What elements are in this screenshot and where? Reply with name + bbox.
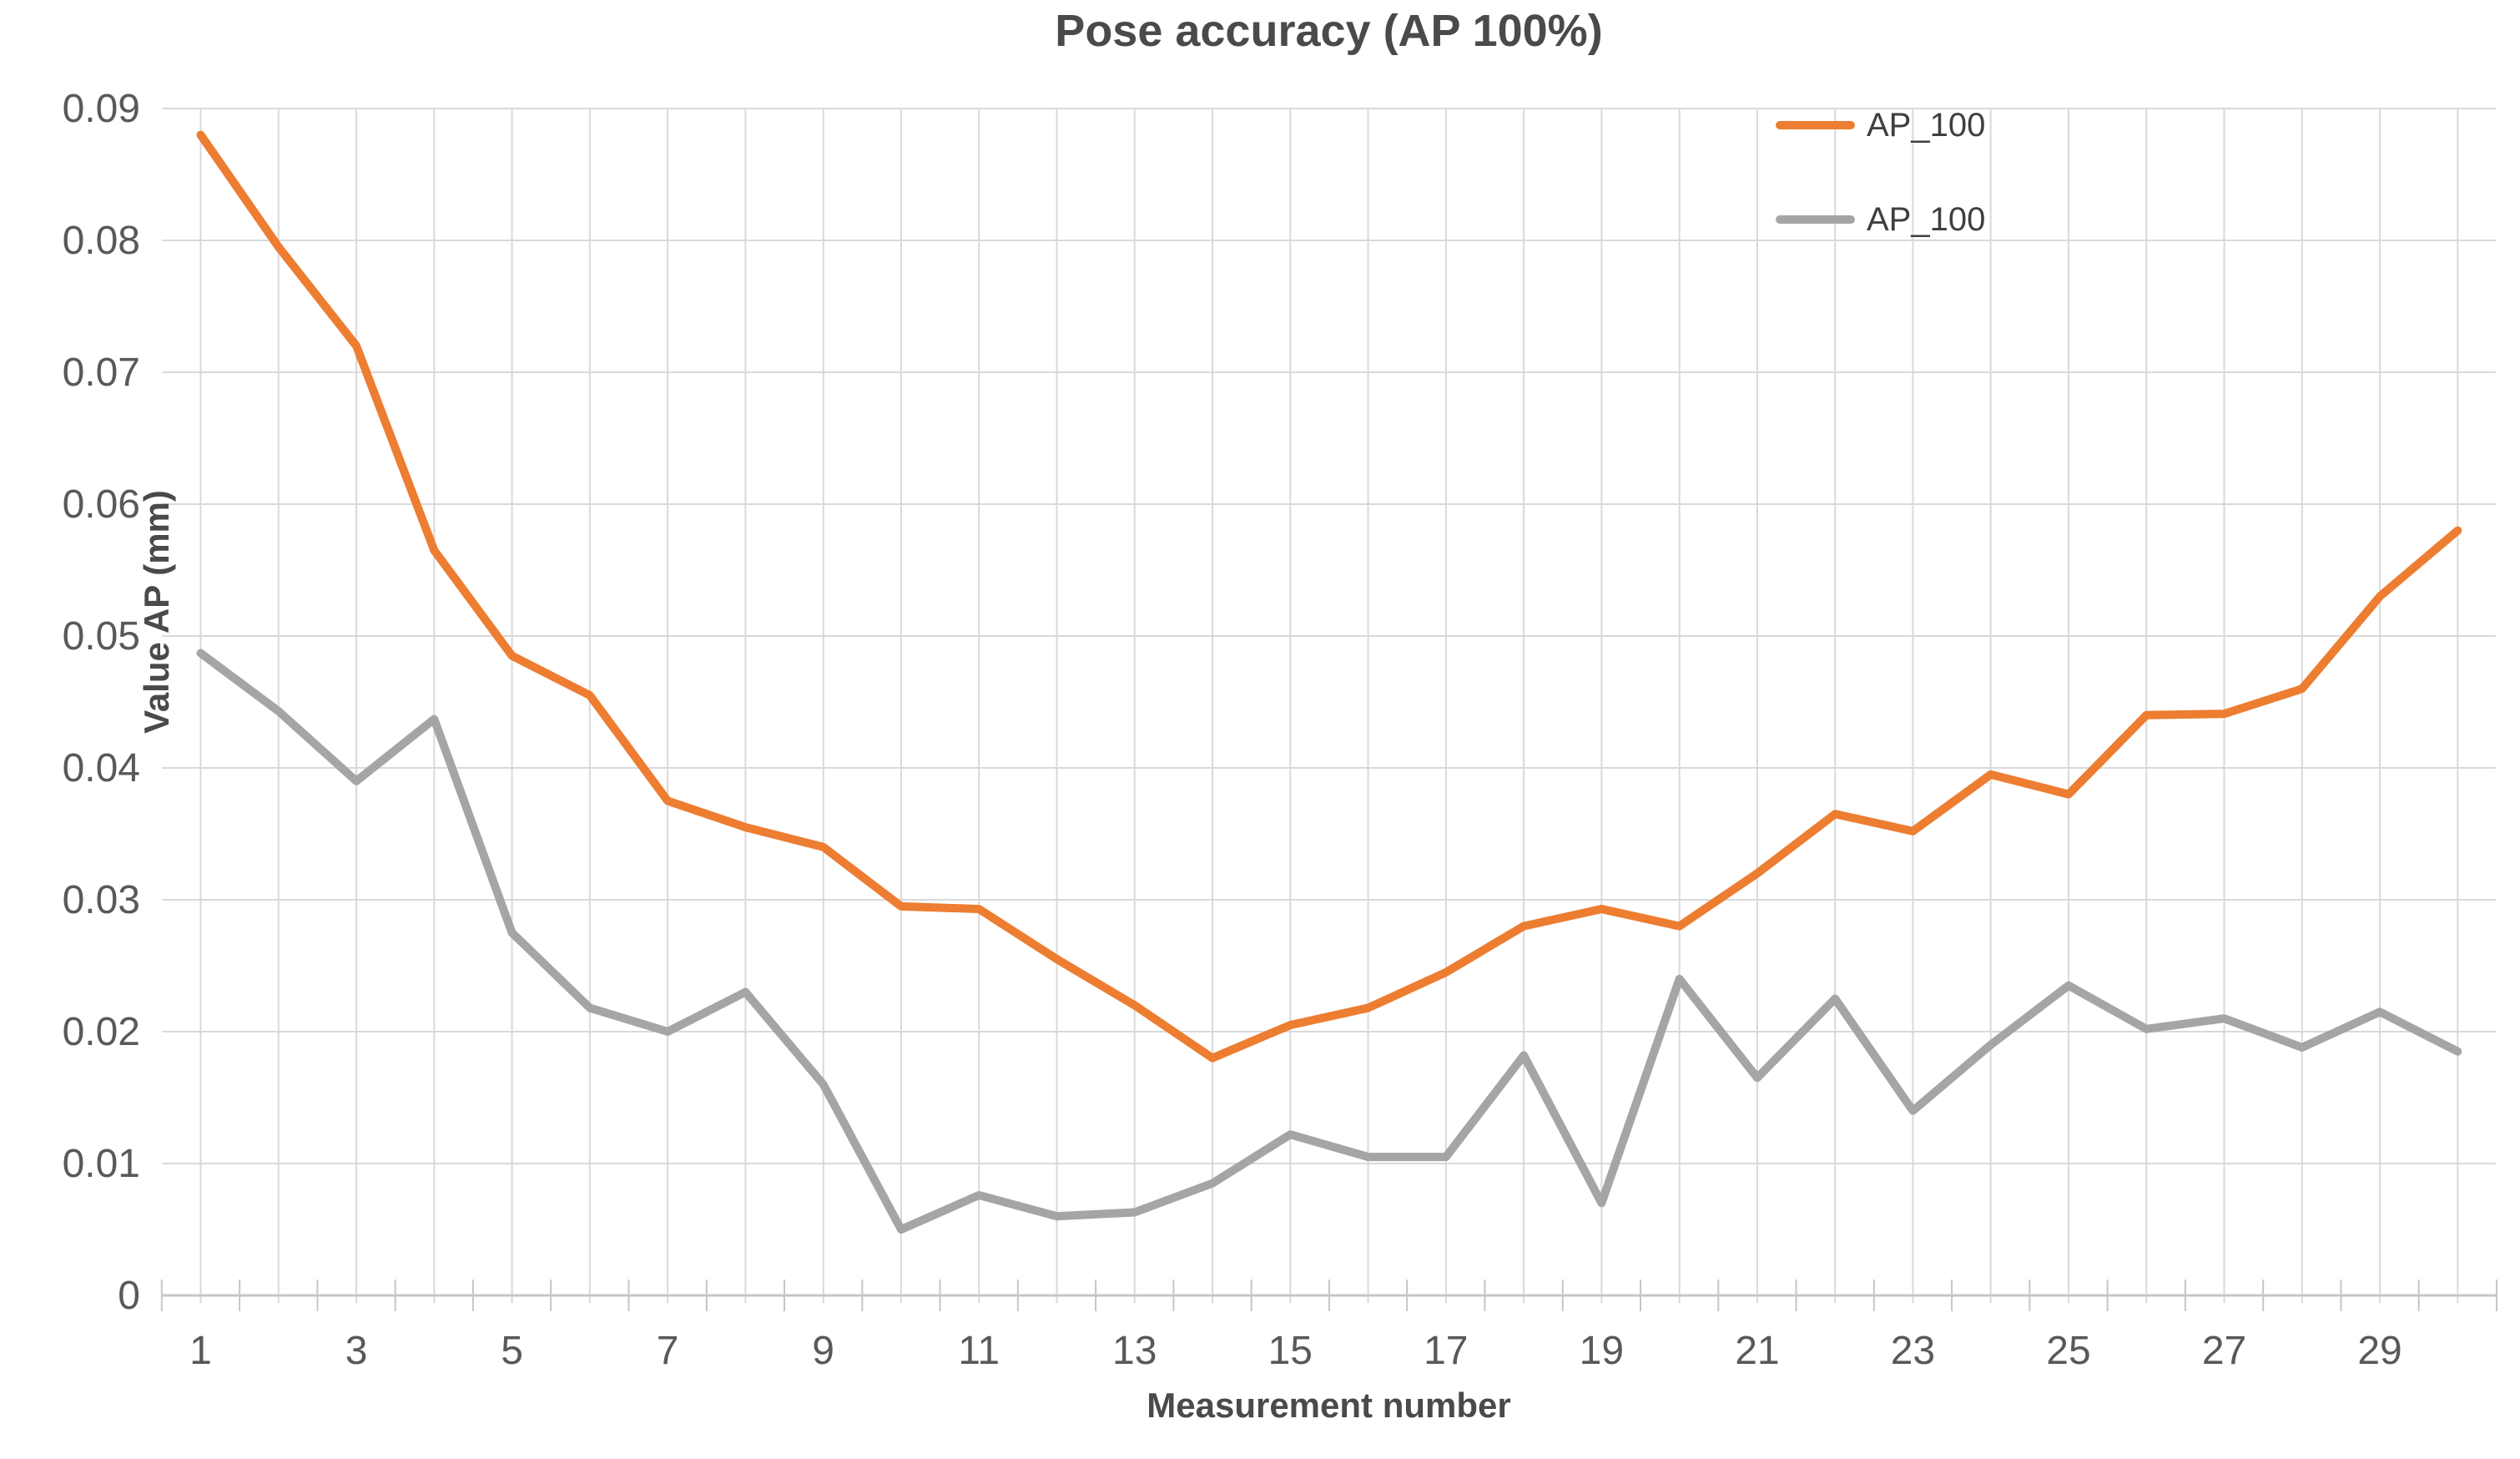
y-tick-label: 0.08 [63, 219, 140, 263]
series-line-0-AP_100 [196, 130, 2462, 1063]
y-tick-label: 0.05 [63, 614, 140, 659]
x-tick-label: 19 [1580, 1329, 1624, 1373]
y-tick-label: 0.04 [63, 746, 140, 790]
x-tick-label: 25 [2046, 1329, 2090, 1373]
legend-label: AP_100 [1867, 106, 1986, 144]
legend-item: AP_100 [1776, 199, 1985, 240]
y-tick-label: 0.09 [63, 87, 140, 131]
x-tick-label: 11 [958, 1329, 1000, 1373]
legend-line-swatch-orange [1776, 121, 1855, 129]
x-tick-label: 23 [1891, 1329, 1935, 1373]
x-tick-label: 29 [2357, 1329, 2402, 1373]
legend: AP_100 AP_100 [1776, 105, 1985, 240]
legend-item: AP_100 [1776, 105, 1985, 145]
y-tick-label: 0.06 [63, 482, 140, 527]
y-tick-label: 0 [118, 1274, 140, 1318]
series-line-1-AP_100 [196, 649, 2462, 1234]
x-tick-label: 9 [812, 1329, 834, 1373]
x-tick-label: 17 [1424, 1329, 1468, 1373]
x-tick-label: 21 [1735, 1329, 1779, 1373]
legend-label: AP_100 [1867, 200, 1986, 238]
y-tick-label: 0.02 [63, 1010, 140, 1054]
x-tick-label: 1 [189, 1329, 212, 1373]
x-tick-label: 27 [2202, 1329, 2246, 1373]
x-tick-label: 5 [501, 1329, 523, 1373]
y-tick-label: 0.07 [63, 351, 140, 395]
x-tick-label: 13 [1112, 1329, 1157, 1373]
x-tick-label: 3 [345, 1329, 368, 1373]
x-tick-label: 15 [1268, 1329, 1313, 1373]
x-tick-label: 7 [657, 1329, 679, 1373]
legend-line-swatch-gray [1776, 215, 1855, 224]
y-tick-label: 0.03 [63, 878, 140, 922]
x-axis-title: Measurement number [1147, 1386, 1511, 1425]
y-axis-title: Value AP (mm) [137, 490, 176, 734]
chart-title: Pose accuracy (AP 100%) [1055, 6, 1603, 56]
y-tick-label: 0.01 [63, 1142, 140, 1186]
